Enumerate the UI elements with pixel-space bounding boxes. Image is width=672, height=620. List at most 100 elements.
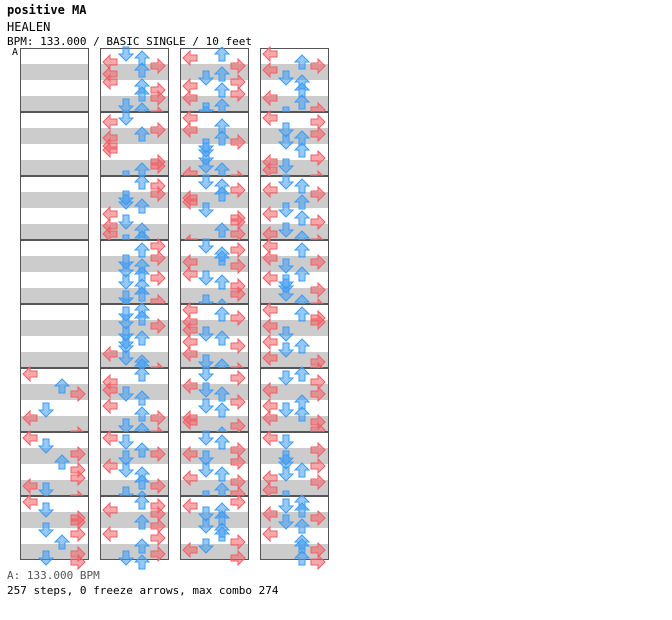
down-arrow xyxy=(117,450,135,466)
step-stats: 257 steps, 0 freeze arrows, max combo 27… xyxy=(7,584,279,597)
up-arrow xyxy=(293,518,311,534)
beat-stripe xyxy=(20,352,89,368)
down-arrow xyxy=(277,70,295,86)
left-arrow xyxy=(182,445,198,463)
measure-border xyxy=(100,48,169,112)
left-arrow xyxy=(262,45,278,63)
down-arrow xyxy=(277,174,295,190)
down-arrow xyxy=(117,338,135,354)
up-arrow xyxy=(293,194,311,210)
right-arrow xyxy=(230,181,246,199)
beat-stripe xyxy=(20,192,89,208)
right-arrow xyxy=(230,533,246,551)
bpm-change-marker: A xyxy=(12,47,19,58)
right-arrow xyxy=(150,157,166,175)
beat-stripe xyxy=(20,288,89,304)
down-arrow xyxy=(117,214,135,230)
left-arrow xyxy=(182,541,198,559)
down-arrow xyxy=(117,550,135,566)
right-arrow xyxy=(230,453,246,471)
beat-stripe xyxy=(20,272,89,288)
left-arrow xyxy=(262,505,278,523)
up-arrow xyxy=(293,306,311,322)
measure-border xyxy=(260,176,329,240)
left-arrow xyxy=(182,345,198,363)
up-arrow xyxy=(133,538,151,554)
up-arrow xyxy=(53,378,71,394)
beat-stripe xyxy=(20,64,89,80)
down-arrow xyxy=(277,498,295,514)
left-arrow xyxy=(182,413,198,431)
beat-stripe xyxy=(100,304,169,320)
up-arrow xyxy=(213,526,231,542)
left-arrow xyxy=(102,345,118,363)
down-arrow xyxy=(277,326,295,342)
down-arrow xyxy=(277,202,295,218)
right-arrow xyxy=(150,529,166,547)
measure-border xyxy=(260,240,329,304)
right-arrow xyxy=(70,385,86,403)
up-arrow xyxy=(213,82,231,98)
right-arrow xyxy=(230,337,246,355)
right-arrow xyxy=(230,257,246,275)
down-arrow xyxy=(277,370,295,386)
up-arrow xyxy=(213,434,231,450)
up-arrow xyxy=(293,210,311,226)
down-arrow xyxy=(197,270,215,286)
right-arrow xyxy=(150,545,166,563)
up-arrow xyxy=(293,54,311,70)
measure-border xyxy=(260,304,329,368)
up-arrow xyxy=(133,554,151,570)
measure-border xyxy=(20,176,89,240)
beat-stripe xyxy=(20,144,89,160)
beat-stripe xyxy=(20,256,89,272)
up-arrow xyxy=(293,94,311,110)
up-arrow xyxy=(293,550,311,566)
beat-stripe xyxy=(20,96,89,112)
beat-stripe xyxy=(20,112,89,128)
right-arrow xyxy=(150,409,166,427)
measure-border xyxy=(100,496,169,560)
up-arrow xyxy=(133,126,151,142)
right-arrow xyxy=(310,213,326,231)
down-arrow xyxy=(277,158,295,174)
right-arrow xyxy=(310,473,326,491)
right-arrow xyxy=(150,121,166,139)
left-arrow xyxy=(262,525,278,543)
down-arrow xyxy=(277,402,295,418)
down-arrow xyxy=(197,462,215,478)
left-arrow xyxy=(262,381,278,399)
down-arrow xyxy=(197,174,215,190)
up-arrow xyxy=(133,86,151,102)
down-arrow xyxy=(277,466,295,482)
up-arrow xyxy=(213,330,231,346)
up-arrow xyxy=(53,534,71,550)
beat-stripe xyxy=(20,304,89,320)
right-arrow xyxy=(230,393,246,411)
up-arrow xyxy=(133,474,151,490)
up-arrow xyxy=(133,174,151,190)
up-arrow xyxy=(133,442,151,458)
up-arrow xyxy=(133,62,151,78)
right-arrow xyxy=(70,445,86,463)
up-arrow xyxy=(213,130,231,146)
up-arrow xyxy=(293,266,311,282)
right-arrow xyxy=(70,469,86,487)
measure-border xyxy=(100,368,169,432)
down-arrow xyxy=(197,366,215,382)
left-arrow xyxy=(262,301,278,319)
up-arrow xyxy=(133,514,151,530)
up-arrow xyxy=(133,198,151,214)
measure-border xyxy=(180,240,249,304)
left-arrow xyxy=(262,109,278,127)
measure-border xyxy=(180,432,249,496)
measure xyxy=(100,304,169,368)
left-arrow xyxy=(182,377,198,395)
song-name: HEALEN xyxy=(7,20,51,34)
beat-stripe xyxy=(20,128,89,144)
left-arrow xyxy=(262,61,278,79)
down-arrow xyxy=(117,434,135,450)
left-arrow xyxy=(262,181,278,199)
left-arrow xyxy=(22,409,38,427)
down-arrow xyxy=(197,158,215,174)
